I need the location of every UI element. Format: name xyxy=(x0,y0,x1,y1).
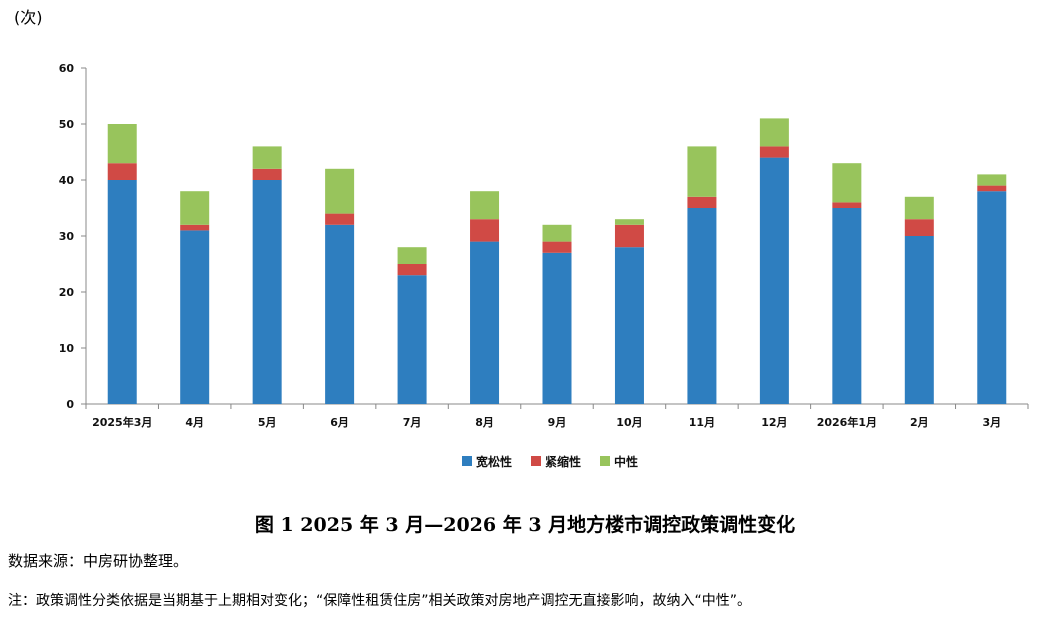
bar-segment-tight-8 xyxy=(687,196,717,208)
bar-segment-neutral-0 xyxy=(107,124,137,164)
x-tick-label: 6月 xyxy=(330,416,349,429)
bar-segment-loose-6 xyxy=(542,252,572,404)
bar-segment-neutral-7 xyxy=(614,219,644,225)
bar-segment-tight-5 xyxy=(470,219,500,242)
bar-segment-tight-0 xyxy=(107,163,137,180)
bar-segment-loose-1 xyxy=(180,230,210,404)
bar-segment-neutral-3 xyxy=(325,168,355,214)
x-tick-label: 8月 xyxy=(475,416,494,429)
x-tick-label: 7月 xyxy=(403,416,422,429)
legend-label-1: 紧缩性 xyxy=(545,454,581,469)
x-tick-label: 2月 xyxy=(910,416,929,429)
y-axis-unit-label: (次) xyxy=(14,8,43,27)
stacked-bar-chart: 0 10 20 30 40 50 60 2025年3月 4月 5月 6月 7月 8月 9月 10月 11月 1… xyxy=(59,62,1029,469)
bar-segment-neutral-1 xyxy=(180,191,210,225)
bar-segment-tight-1 xyxy=(180,224,210,231)
chart-legend: 宽松性 紧缩性 中性 xyxy=(462,454,638,469)
bar-segment-neutral-10 xyxy=(832,163,862,203)
bar-segment-loose-8 xyxy=(687,208,717,404)
y-tick-label: 30 xyxy=(59,230,75,243)
x-tick-label: 3月 xyxy=(982,416,1001,429)
y-tick-label: 0 xyxy=(66,398,74,411)
bar-segment-neutral-12 xyxy=(977,174,1007,186)
bar-segment-neutral-2 xyxy=(252,146,282,169)
bar-segment-tight-7 xyxy=(614,224,644,248)
x-tick-label: 11月 xyxy=(689,416,715,429)
bar-segment-loose-9 xyxy=(759,157,789,404)
figure-caption: 图 1 2025 年 3 月—2026 年 3 月地方楼市调控政策调性变化 xyxy=(254,514,796,536)
x-tick-label: 2026年1月 xyxy=(817,415,877,429)
bar-segment-loose-4 xyxy=(397,275,427,404)
chart-panel: 0 10 20 30 40 50 60 2025年3月 4月 5月 6月 7月 8月 9月 10月 11月 1… xyxy=(22,38,1048,490)
bar-segment-neutral-11 xyxy=(904,196,934,220)
legend-swatch-0 xyxy=(462,456,472,466)
legend-swatch-2 xyxy=(600,456,610,466)
bar-segment-loose-7 xyxy=(614,247,644,404)
bar-segment-neutral-6 xyxy=(542,224,572,242)
bar-segment-loose-3 xyxy=(325,224,355,404)
x-tick-label: 10月 xyxy=(616,416,642,429)
bar-series-group xyxy=(107,118,1007,404)
bar-segment-neutral-4 xyxy=(397,247,427,264)
legend-label-2: 中性 xyxy=(614,454,638,469)
y-tick-label: 50 xyxy=(59,118,75,131)
bar-segment-tight-6 xyxy=(542,241,572,253)
legend-swatch-1 xyxy=(531,456,541,466)
legend-label-0: 宽松性 xyxy=(475,454,512,469)
bar-segment-neutral-8 xyxy=(687,146,717,197)
bar-segment-loose-11 xyxy=(904,236,934,404)
data-source-note: 数据来源：中房研协整理。 xyxy=(8,552,189,570)
bar-segment-loose-0 xyxy=(107,180,137,404)
x-tick-label: 4月 xyxy=(185,416,204,429)
x-tick-label: 12月 xyxy=(761,416,787,429)
x-tick-label: 9月 xyxy=(548,416,567,429)
bar-segment-loose-5 xyxy=(470,241,500,404)
y-tick-label: 10 xyxy=(59,342,75,355)
x-tick-label: 5月 xyxy=(258,416,277,429)
bar-segment-tight-4 xyxy=(397,264,427,276)
y-tick-label: 60 xyxy=(59,62,75,75)
bar-segment-tight-3 xyxy=(325,213,355,225)
bar-segment-tight-12 xyxy=(977,185,1007,192)
bar-segment-neutral-9 xyxy=(759,118,789,147)
y-axis-ticks: 0 10 20 30 40 50 60 xyxy=(59,62,1029,411)
footnote: 注：政策调性分类依据是当期基于上期相对变化；“保障性租赁住房”相关政策对房地产调… xyxy=(8,593,752,609)
bar-segment-loose-12 xyxy=(977,191,1007,404)
bar-segment-loose-10 xyxy=(832,208,862,404)
bar-segment-tight-2 xyxy=(252,168,282,180)
bar-segment-neutral-5 xyxy=(470,191,500,220)
y-tick-label: 40 xyxy=(59,174,75,187)
bar-segment-tight-9 xyxy=(759,146,789,158)
bar-segment-tight-11 xyxy=(904,219,934,236)
x-tick-label: 2025年3月 xyxy=(92,415,152,429)
bar-segment-loose-2 xyxy=(252,180,282,404)
x-axis-tick-labels: 2025年3月 4月 5月 6月 7月 8月 9月 10月 11月 12月 2026年1月 2月 3月 xyxy=(92,415,1001,429)
bar-segment-tight-10 xyxy=(832,202,862,208)
y-tick-label: 20 xyxy=(59,286,75,299)
